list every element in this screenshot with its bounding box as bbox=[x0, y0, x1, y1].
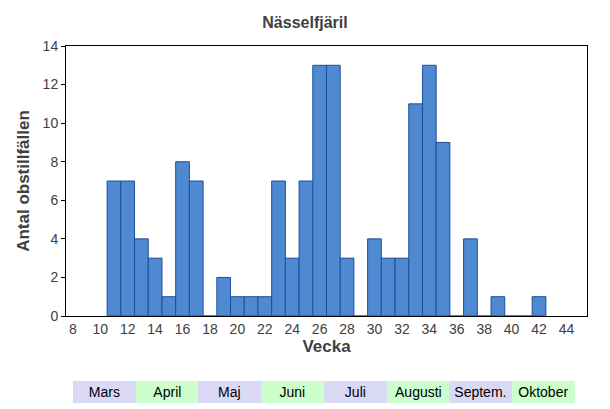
svg-text:44: 44 bbox=[559, 321, 575, 337]
svg-text:26: 26 bbox=[312, 321, 328, 337]
svg-text:Antal obstillfällen: Antal obstillfällen bbox=[14, 110, 33, 252]
svg-text:20: 20 bbox=[230, 321, 246, 337]
svg-text:12: 12 bbox=[120, 321, 136, 337]
svg-text:30: 30 bbox=[367, 321, 383, 337]
svg-text:10: 10 bbox=[43, 115, 59, 131]
svg-text:12: 12 bbox=[43, 76, 59, 92]
svg-text:34: 34 bbox=[422, 321, 438, 337]
svg-text:Maj: Maj bbox=[218, 384, 241, 400]
svg-text:18: 18 bbox=[202, 321, 218, 337]
svg-text:Juli: Juli bbox=[345, 384, 366, 400]
svg-text:40: 40 bbox=[504, 321, 520, 337]
svg-text:32: 32 bbox=[394, 321, 410, 337]
svg-text:0: 0 bbox=[50, 308, 58, 324]
svg-text:42: 42 bbox=[531, 321, 547, 337]
svg-text:Nässelfjäril: Nässelfjäril bbox=[262, 14, 347, 31]
svg-text:April: April bbox=[153, 384, 181, 400]
svg-text:Septem.: Septem. bbox=[454, 384, 506, 400]
svg-text:Augusti: Augusti bbox=[395, 384, 442, 400]
svg-text:2: 2 bbox=[50, 269, 58, 285]
svg-text:Juni: Juni bbox=[280, 384, 306, 400]
svg-text:Oktober: Oktober bbox=[518, 384, 568, 400]
svg-text:36: 36 bbox=[449, 321, 465, 337]
svg-text:10: 10 bbox=[92, 321, 108, 337]
svg-text:14: 14 bbox=[147, 321, 163, 337]
svg-text:38: 38 bbox=[476, 321, 492, 337]
svg-text:14: 14 bbox=[43, 38, 59, 54]
svg-text:6: 6 bbox=[50, 192, 58, 208]
svg-text:4: 4 bbox=[50, 231, 58, 247]
svg-text:22: 22 bbox=[257, 321, 273, 337]
svg-text:Vecka: Vecka bbox=[302, 337, 351, 356]
svg-text:8: 8 bbox=[50, 154, 58, 170]
svg-text:8: 8 bbox=[69, 321, 77, 337]
svg-text:24: 24 bbox=[284, 321, 300, 337]
svg-text:Mars: Mars bbox=[89, 384, 120, 400]
svg-text:16: 16 bbox=[175, 321, 191, 337]
svg-text:28: 28 bbox=[339, 321, 355, 337]
